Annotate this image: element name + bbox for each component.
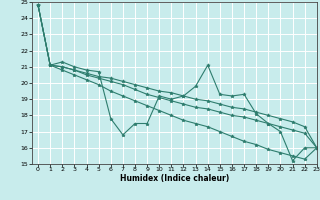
X-axis label: Humidex (Indice chaleur): Humidex (Indice chaleur) xyxy=(120,174,229,183)
